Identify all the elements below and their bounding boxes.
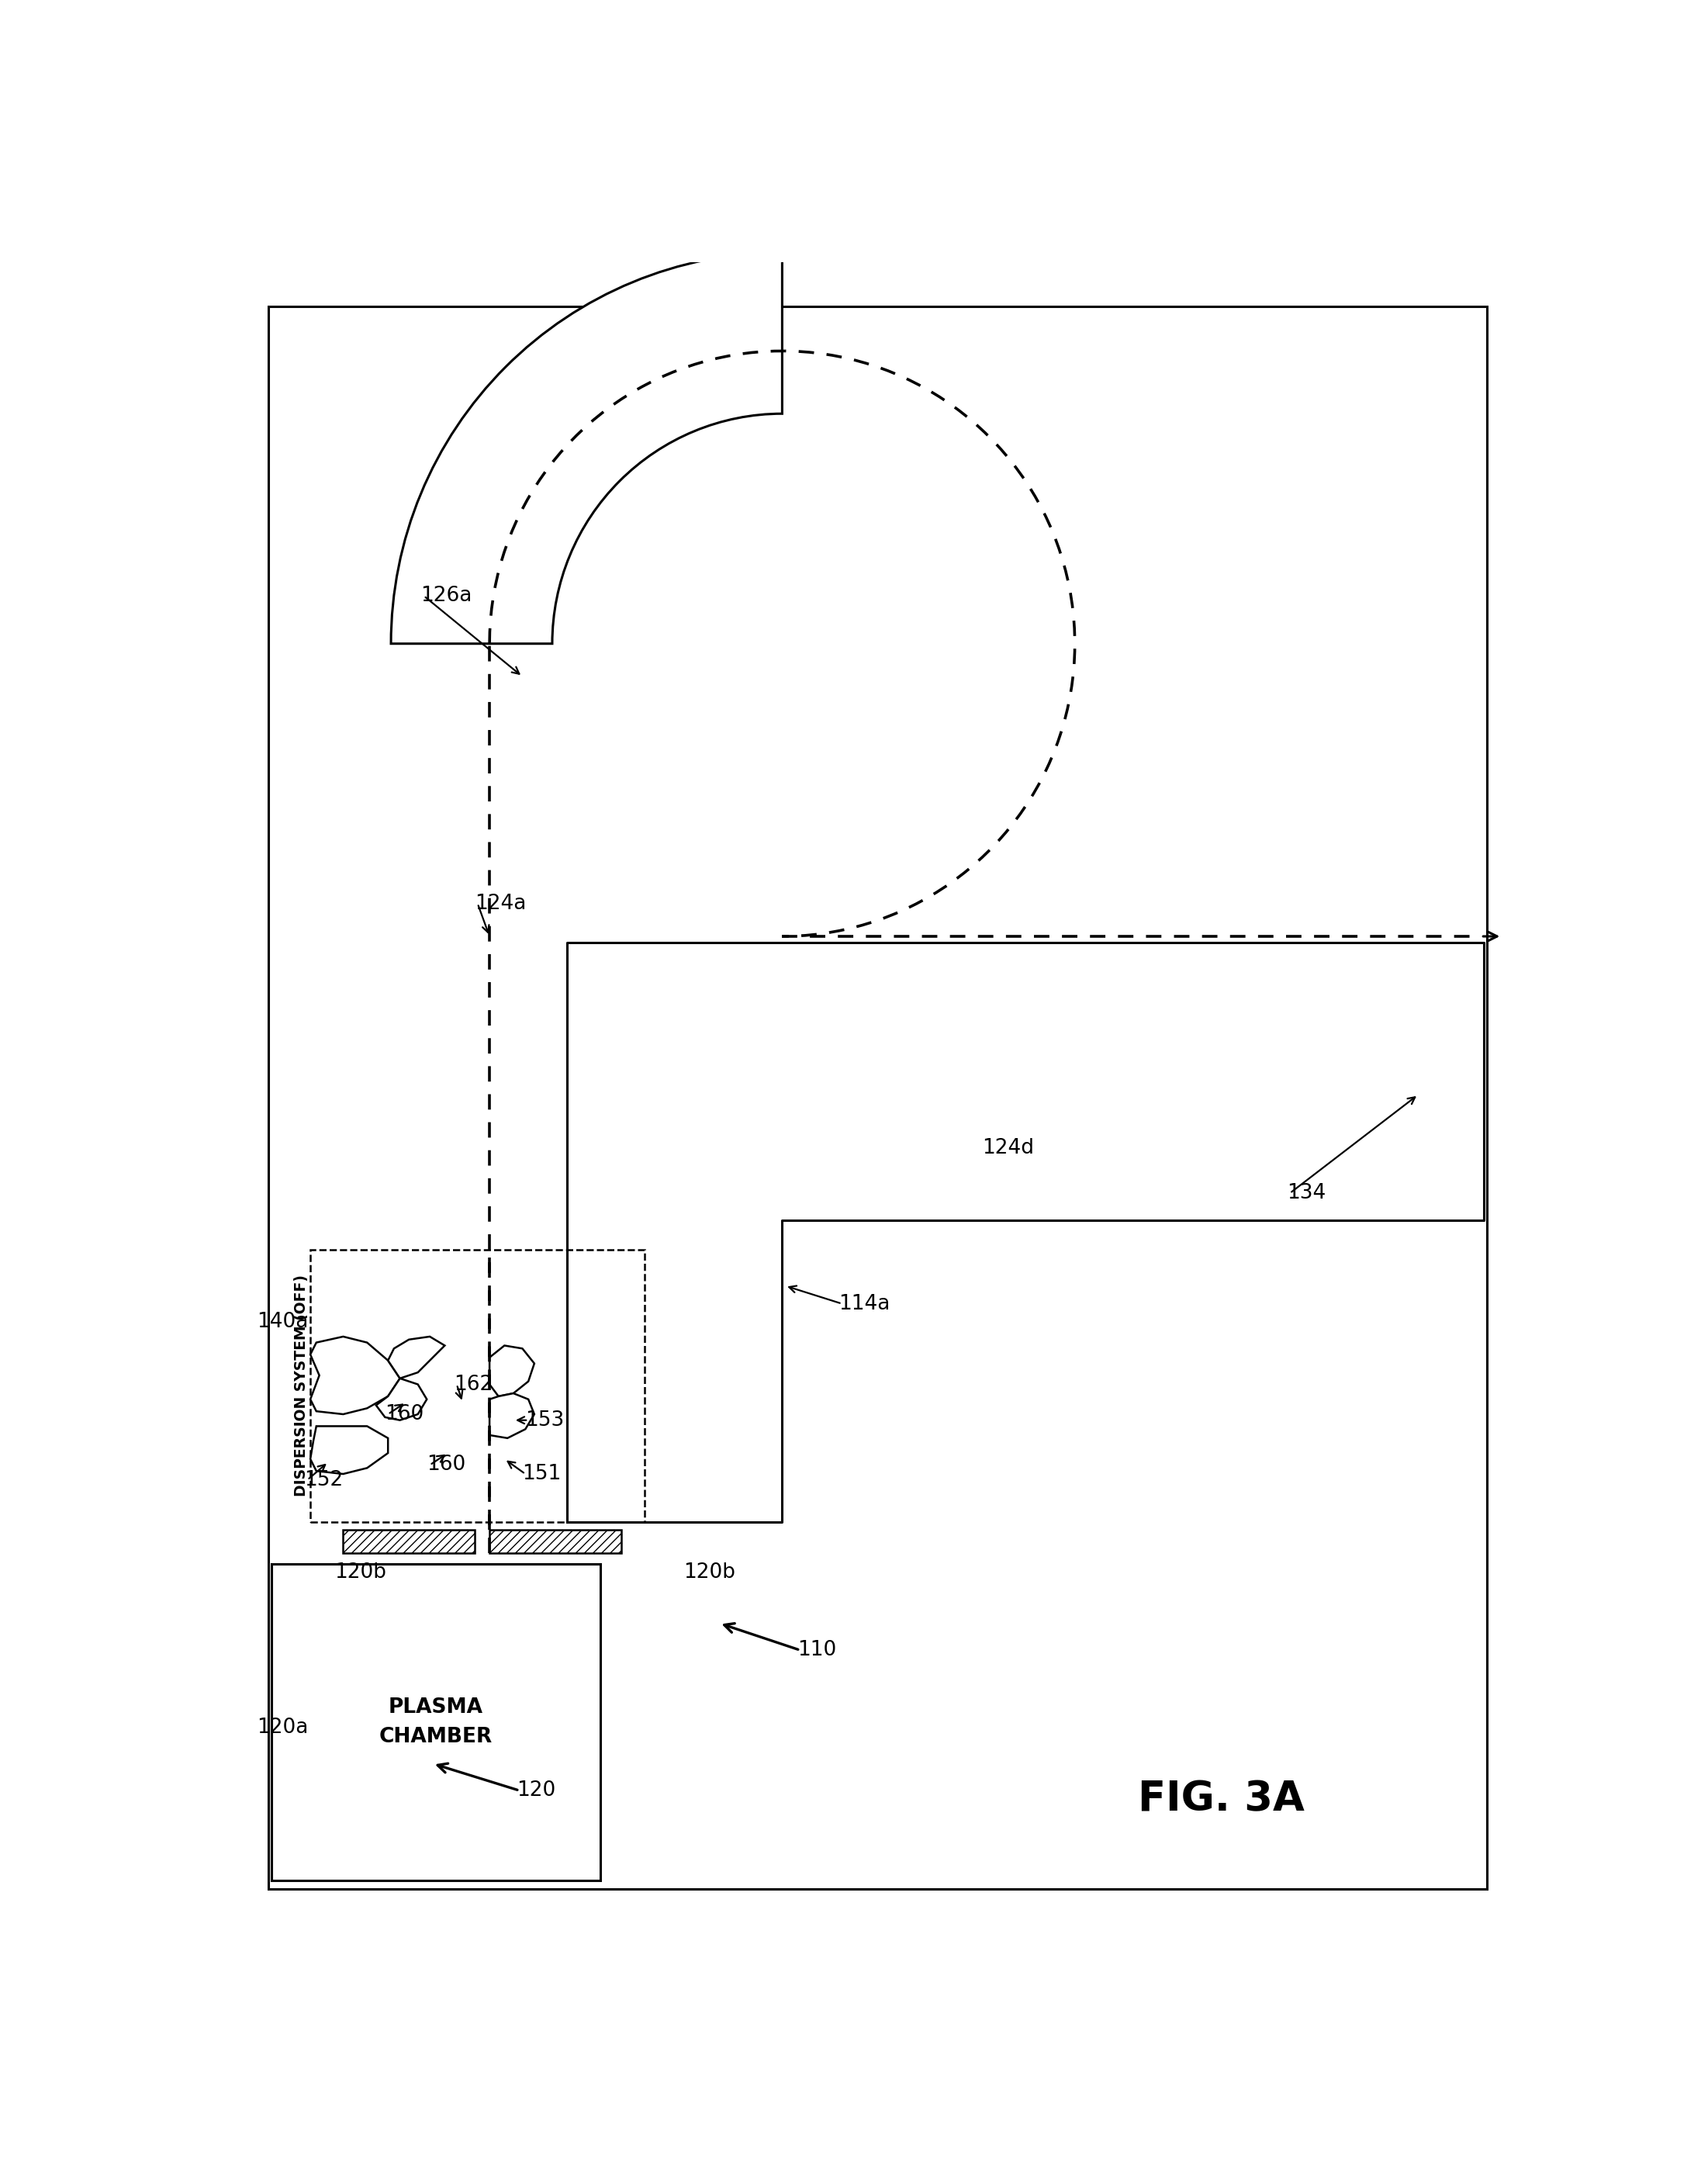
Text: 152: 152 (304, 1469, 343, 1491)
Text: 162: 162 (454, 1375, 492, 1395)
Text: 120: 120 (516, 1781, 555, 1801)
Text: FIG. 3A: FIG. 3A (1138, 1779, 1305, 1821)
Text: 153: 153 (526, 1410, 564, 1430)
Polygon shape (490, 1345, 535, 1397)
Polygon shape (567, 943, 1484, 1522)
Polygon shape (311, 1425, 388, 1474)
Polygon shape (388, 1336, 444, 1377)
Text: 126a: 126a (420, 585, 473, 607)
Text: 160: 160 (427, 1454, 466, 1476)
Bar (343, 1530, 475, 1554)
Text: 140a: 140a (256, 1312, 307, 1332)
Text: 120b: 120b (683, 1563, 736, 1583)
Wedge shape (391, 253, 782, 644)
Text: 124a: 124a (475, 893, 526, 915)
Text: 120a: 120a (256, 1718, 307, 1738)
Bar (272, 1563, 600, 1880)
Polygon shape (311, 1336, 400, 1415)
Bar (311, 1251, 646, 1522)
Text: 110: 110 (798, 1639, 837, 1661)
Polygon shape (376, 1377, 427, 1421)
Bar (490, 1530, 622, 1554)
Text: 120b: 120b (335, 1563, 386, 1583)
Polygon shape (490, 1393, 535, 1439)
Text: 151: 151 (523, 1465, 562, 1484)
Text: PLASMA
CHAMBER: PLASMA CHAMBER (379, 1696, 492, 1746)
Text: 124d: 124d (982, 1137, 1035, 1159)
Text: 134: 134 (1286, 1183, 1325, 1203)
Text: 114a: 114a (839, 1295, 890, 1314)
Text: DISPERSION SYSTEM (OFF): DISPERSION SYSTEM (OFF) (294, 1275, 309, 1498)
Text: 160: 160 (384, 1404, 424, 1423)
